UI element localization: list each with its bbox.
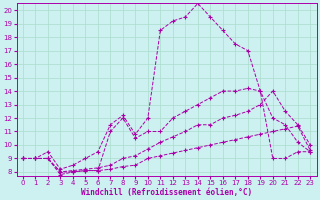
X-axis label: Windchill (Refroidissement éolien,°C): Windchill (Refroidissement éolien,°C) — [81, 188, 252, 197]
